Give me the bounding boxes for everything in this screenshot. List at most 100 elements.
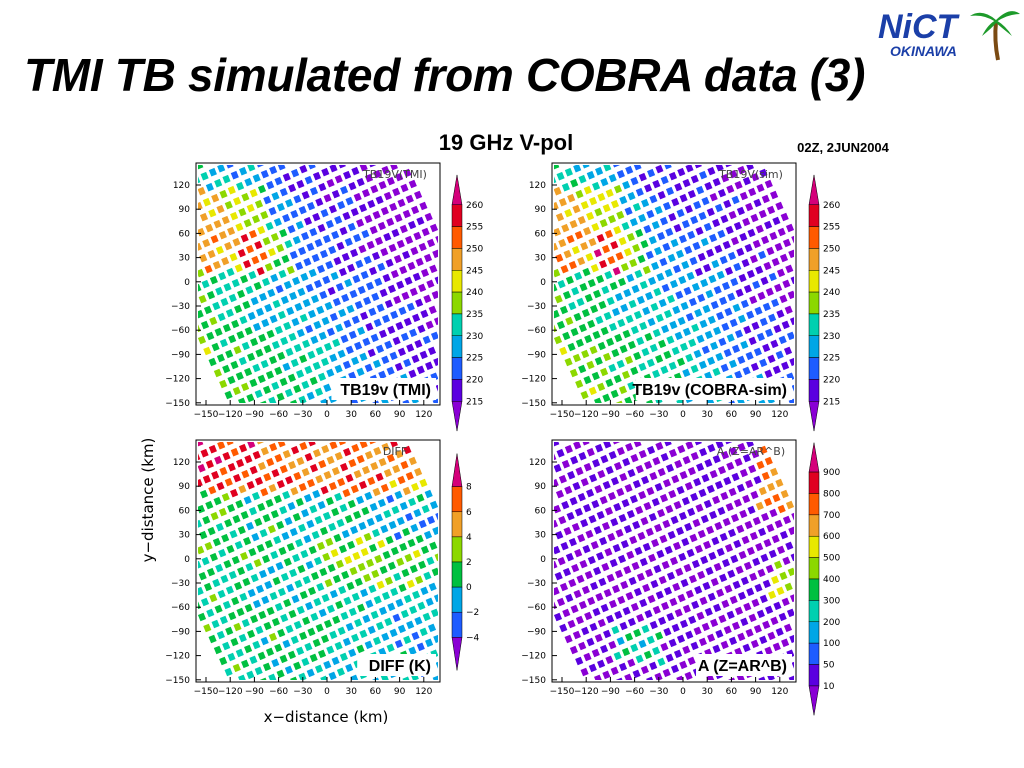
data-pixel	[282, 639, 291, 649]
data-pixel	[404, 276, 413, 286]
data-pixel	[674, 182, 683, 192]
data-pixel	[714, 521, 723, 531]
data-pixel	[723, 625, 732, 635]
data-pixel	[314, 664, 324, 674]
data-pixel	[742, 494, 751, 504]
data-pixel	[759, 635, 768, 645]
data-pixel	[209, 275, 218, 285]
data-pixel	[262, 385, 272, 395]
data-pixel	[578, 451, 587, 461]
data-pixel	[384, 576, 393, 586]
data-pixel	[367, 165, 377, 168]
data-pixel	[424, 212, 433, 222]
data-pixel	[667, 530, 676, 540]
data-pixel	[617, 318, 626, 328]
data-pixel	[308, 545, 317, 555]
data-pixel	[372, 210, 381, 220]
x-tick-label: −60	[625, 410, 644, 420]
data-pixel	[692, 518, 701, 528]
data-pixel	[264, 303, 273, 313]
data-pixel	[309, 463, 319, 473]
data-pixel	[600, 644, 609, 654]
data-pixel	[681, 537, 690, 547]
colorbar-swatch	[808, 535, 820, 558]
data-pixel	[307, 586, 317, 596]
colorbar-label: 200	[823, 618, 840, 628]
data-pixel	[337, 200, 346, 210]
data-pixel	[743, 561, 752, 571]
colorbar-swatch	[808, 291, 820, 315]
data-pixel	[761, 194, 770, 204]
data-pixel	[712, 495, 721, 505]
data-pixel	[259, 528, 268, 538]
data-pixel	[303, 257, 312, 267]
data-pixel	[759, 445, 768, 455]
data-pixel	[721, 322, 730, 332]
data-pixel	[587, 278, 596, 288]
data-pixel	[603, 311, 612, 321]
data-pixel	[715, 442, 724, 449]
data-pixel	[753, 347, 762, 357]
data-pixel	[367, 442, 377, 445]
data-pixel	[556, 448, 565, 458]
data-pixel	[682, 368, 691, 378]
colorbar-label: 6	[466, 508, 472, 518]
colorbar-swatch	[808, 204, 820, 227]
data-pixel	[278, 546, 287, 556]
data-pixel	[198, 519, 203, 529]
data-pixel	[348, 181, 357, 191]
colorbar-cap	[451, 637, 463, 671]
data-pixel	[221, 215, 230, 225]
data-pixel	[213, 645, 222, 655]
data-pixel	[428, 582, 437, 592]
data-pixel	[234, 304, 243, 314]
data-pixel	[750, 490, 759, 500]
data-pixel	[559, 623, 568, 633]
data-pixel	[378, 606, 388, 616]
data-pixel	[748, 613, 757, 623]
data-pixel	[607, 532, 616, 542]
data-pixel	[693, 442, 702, 446]
data-pixel	[320, 208, 329, 218]
data-pixel	[690, 641, 699, 651]
data-pixel	[269, 165, 278, 175]
data-pixel	[611, 165, 620, 168]
data-pixel	[247, 442, 256, 449]
data-pixel	[304, 175, 313, 185]
data-pixel	[198, 442, 204, 447]
data-pixel	[276, 392, 285, 402]
data-pixel	[732, 580, 741, 590]
data-pixel	[323, 619, 333, 629]
data-pixel	[554, 560, 558, 570]
data-pixel	[610, 199, 620, 209]
data-pixel	[415, 534, 424, 544]
data-pixel	[572, 481, 581, 491]
data-pixel	[636, 613, 645, 623]
data-pixel	[738, 550, 747, 560]
data-pixel	[393, 572, 402, 582]
data-pixel	[668, 212, 677, 222]
data-pixel	[336, 667, 345, 677]
data-pixel	[236, 458, 245, 468]
data-pixel	[198, 452, 201, 462]
data-pixel	[570, 455, 579, 465]
data-pixel	[554, 242, 559, 252]
data-pixel	[243, 495, 252, 505]
data-pixel	[716, 547, 725, 557]
data-pixel	[250, 296, 259, 306]
data-pixel	[337, 626, 346, 636]
data-pixel	[307, 627, 316, 637]
data-pixel	[238, 356, 247, 366]
data-pixel	[250, 573, 259, 583]
data-pixel	[244, 177, 253, 187]
data-pixel	[327, 563, 336, 573]
data-pixel	[364, 640, 373, 650]
data-pixel	[643, 224, 652, 234]
data-pixel	[562, 331, 571, 341]
data-pixel	[567, 470, 576, 480]
data-pixel	[198, 309, 204, 319]
data-pixel	[309, 227, 318, 237]
data-pixel	[249, 655, 258, 665]
data-pixel	[208, 444, 217, 454]
data-pixel	[287, 501, 296, 511]
